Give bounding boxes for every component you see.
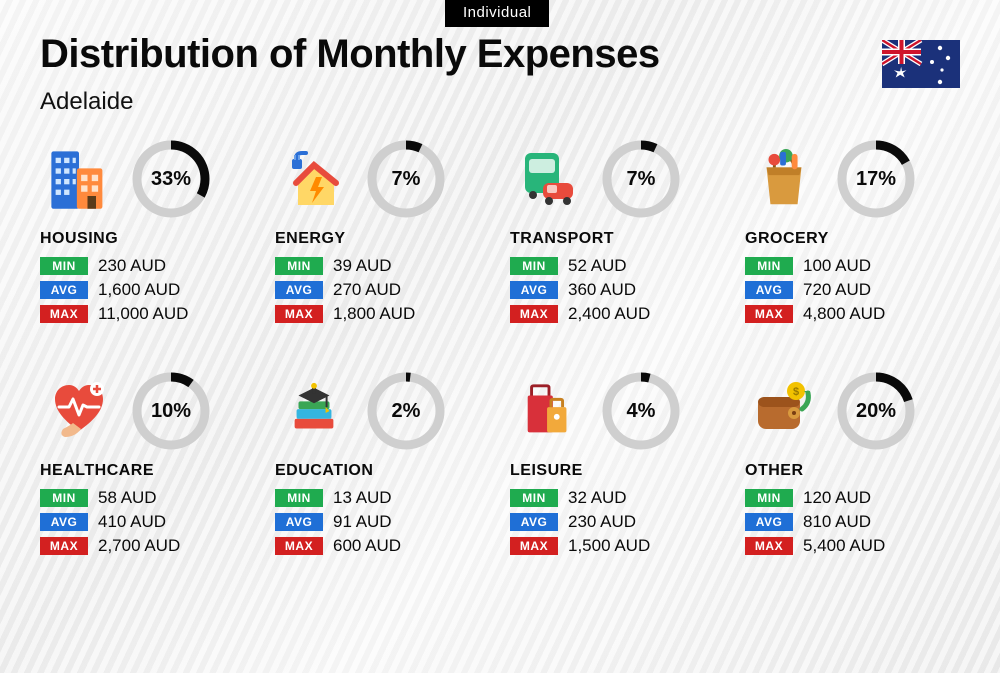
other-percent: 20% [837, 372, 915, 450]
max-badge: MAX [40, 537, 88, 555]
leisure-max: 1,500 AUD [568, 536, 650, 556]
max-badge: MAX [510, 537, 558, 555]
energy-max: 1,800 AUD [333, 304, 415, 324]
healthcare-donut: 10% [132, 372, 210, 450]
grocery-min: 100 AUD [803, 256, 871, 276]
other-max: 5,400 AUD [803, 536, 885, 556]
avg-badge: AVG [40, 513, 88, 531]
min-badge: MIN [745, 489, 793, 507]
healthcare-min: 58 AUD [98, 488, 157, 508]
max-badge: MAX [510, 305, 558, 323]
min-badge: MIN [40, 489, 88, 507]
category-grocery: 17% GROCERY MIN 100 AUD AVG 720 AUD MAX … [745, 140, 960, 324]
education-avg: 91 AUD [333, 512, 392, 532]
education-label: EDUCATION [275, 462, 490, 480]
other-donut: 20% [837, 372, 915, 450]
grocery-max: 4,800 AUD [803, 304, 885, 324]
energy-min: 39 AUD [333, 256, 392, 276]
min-badge: MIN [275, 489, 323, 507]
energy-avg: 270 AUD [333, 280, 401, 300]
energy-icon [275, 140, 353, 218]
housing-donut: 33% [132, 140, 210, 218]
category-housing: 33% HOUSING MIN 230 AUD AVG 1,600 AUD MA… [40, 140, 255, 324]
leisure-label: LEISURE [510, 462, 725, 480]
education-donut: 2% [367, 372, 445, 450]
transport-min: 52 AUD [568, 256, 627, 276]
max-badge: MAX [275, 305, 323, 323]
avg-badge: AVG [275, 281, 323, 299]
transport-avg: 360 AUD [568, 280, 636, 300]
category-other: $ 20% OTHER MIN 120 AUD AVG 810 AUD [745, 372, 960, 556]
grocery-label: GROCERY [745, 230, 960, 248]
avg-badge: AVG [40, 281, 88, 299]
grocery-donut: 17% [837, 140, 915, 218]
healthcare-percent: 10% [132, 372, 210, 450]
avg-badge: AVG [510, 513, 558, 531]
svg-text:$: $ [793, 386, 799, 398]
avg-badge: AVG [275, 513, 323, 531]
page-subtitle: Adelaide [40, 88, 133, 116]
other-icon: $ [745, 372, 823, 450]
other-label: OTHER [745, 462, 960, 480]
max-badge: MAX [275, 537, 323, 555]
min-badge: MIN [40, 257, 88, 275]
healthcare-max: 2,700 AUD [98, 536, 180, 556]
transport-donut: 7% [602, 140, 680, 218]
housing-label: HOUSING [40, 230, 255, 248]
energy-donut: 7% [367, 140, 445, 218]
healthcare-avg: 410 AUD [98, 512, 166, 532]
other-min: 120 AUD [803, 488, 871, 508]
housing-avg: 1,600 AUD [98, 280, 180, 300]
leisure-percent: 4% [602, 372, 680, 450]
education-min: 13 AUD [333, 488, 392, 508]
energy-percent: 7% [367, 140, 445, 218]
category-grid: 33% HOUSING MIN 230 AUD AVG 1,600 AUD MA… [40, 140, 960, 556]
housing-max: 11,000 AUD [98, 304, 188, 324]
page-title: Distribution of Monthly Expenses [40, 32, 660, 77]
avg-badge: AVG [745, 281, 793, 299]
transport-percent: 7% [602, 140, 680, 218]
leisure-avg: 230 AUD [568, 512, 636, 532]
transport-label: TRANSPORT [510, 230, 725, 248]
max-badge: MAX [745, 305, 793, 323]
category-education: 2% EDUCATION MIN 13 AUD AVG 91 AUD MAX 6… [275, 372, 490, 556]
housing-percent: 33% [132, 140, 210, 218]
min-badge: MIN [745, 257, 793, 275]
avg-badge: AVG [745, 513, 793, 531]
education-max: 600 AUD [333, 536, 401, 556]
grocery-avg: 720 AUD [803, 280, 871, 300]
category-leisure: 4% LEISURE MIN 32 AUD AVG 230 AUD MAX 1,… [510, 372, 725, 556]
healthcare-label: HEALTHCARE [40, 462, 255, 480]
min-badge: MIN [510, 257, 558, 275]
leisure-min: 32 AUD [568, 488, 627, 508]
max-badge: MAX [745, 537, 793, 555]
flag-australia [882, 40, 960, 88]
housing-icon [40, 140, 118, 218]
category-transport: 7% TRANSPORT MIN 52 AUD AVG 360 AUD MAX … [510, 140, 725, 324]
transport-icon [510, 140, 588, 218]
min-badge: MIN [275, 257, 323, 275]
healthcare-icon [40, 372, 118, 450]
housing-min: 230 AUD [98, 256, 166, 276]
tab-individual: Individual [445, 0, 549, 27]
category-healthcare: 10% HEALTHCARE MIN 58 AUD AVG 410 AUD MA… [40, 372, 255, 556]
grocery-percent: 17% [837, 140, 915, 218]
min-badge: MIN [510, 489, 558, 507]
other-avg: 810 AUD [803, 512, 871, 532]
education-icon [275, 372, 353, 450]
avg-badge: AVG [510, 281, 558, 299]
leisure-icon [510, 372, 588, 450]
leisure-donut: 4% [602, 372, 680, 450]
education-percent: 2% [367, 372, 445, 450]
grocery-icon [745, 140, 823, 218]
category-energy: 7% ENERGY MIN 39 AUD AVG 270 AUD MAX 1,8… [275, 140, 490, 324]
transport-max: 2,400 AUD [568, 304, 650, 324]
energy-label: ENERGY [275, 230, 490, 248]
max-badge: MAX [40, 305, 88, 323]
